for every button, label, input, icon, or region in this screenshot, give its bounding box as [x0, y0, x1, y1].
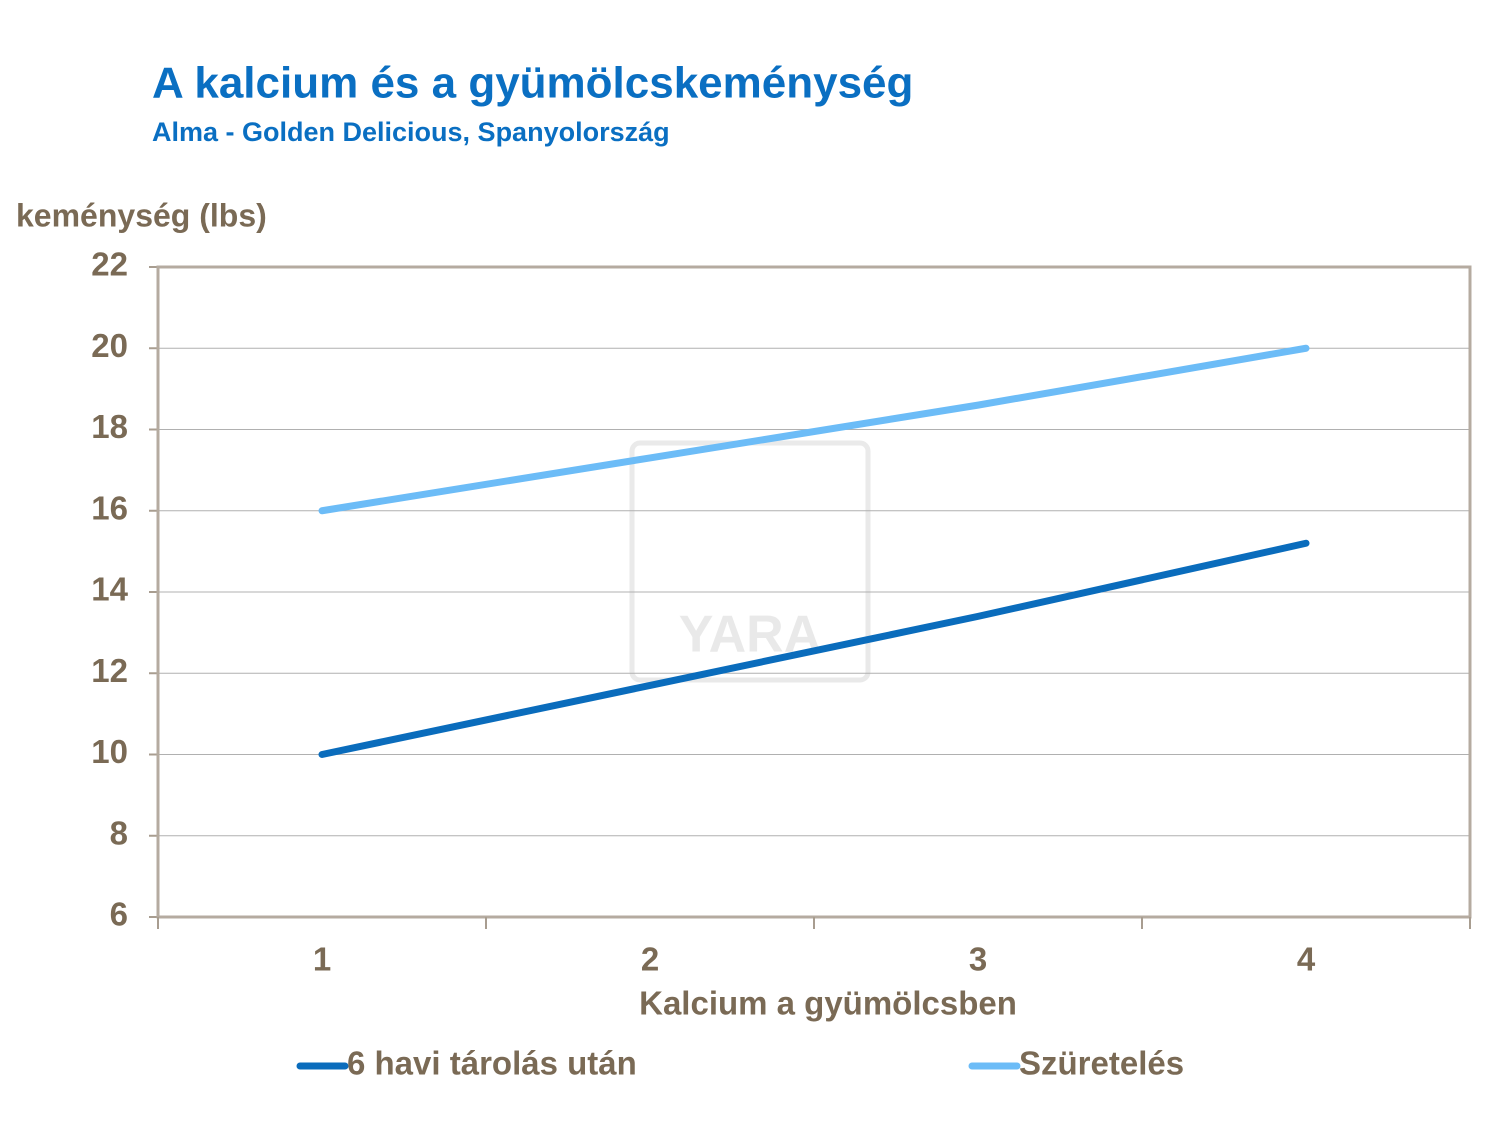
y-tick-label: 18: [91, 408, 128, 445]
x-tick-label: 3: [969, 941, 987, 978]
x-tick-label: 1: [313, 941, 331, 978]
legend-label: 6 havi tárolás után: [347, 1045, 637, 1082]
y-tick-label: 20: [91, 327, 128, 364]
data-line: [318, 344, 1310, 515]
y-tick-label: 8: [110, 814, 128, 851]
y-tick-label: 22: [91, 246, 128, 283]
y-tick-label: 16: [91, 489, 128, 526]
x-tick-label: 2: [641, 941, 659, 978]
chart-subtitle: Alma - Golden Delicious, Spanyolország: [152, 117, 670, 147]
data-line: [318, 539, 1310, 758]
legend-label: Szüretelés: [1019, 1045, 1184, 1082]
y-tick-label: 12: [91, 652, 128, 689]
chart-title: A kalcium és a gyümölcskeménység: [152, 59, 913, 108]
y-tick-label: 10: [91, 733, 128, 770]
x-tick-label: 4: [1297, 941, 1316, 978]
y-tick-label: 6: [110, 896, 128, 933]
y-tick-label: 14: [91, 571, 128, 608]
x-axis-label: Kalcium a gyümölcsben: [639, 985, 1017, 1022]
y-axis-label: keménység (lbs): [16, 197, 267, 233]
